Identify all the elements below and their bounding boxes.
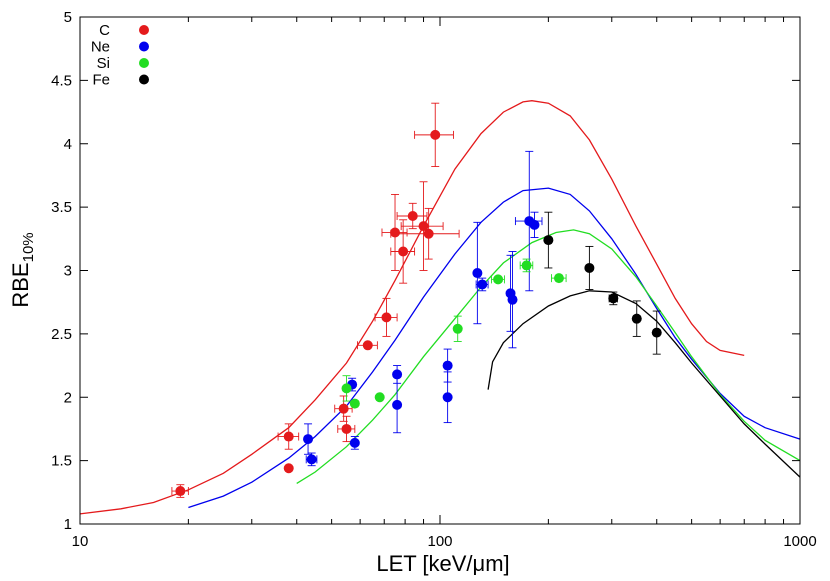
data-point-fe: [631, 313, 642, 324]
y-axis-label: RBE10%: [8, 232, 37, 307]
data-point-c: [418, 221, 429, 232]
y-tick-label: 3.5: [51, 199, 72, 216]
legend-label-fe: Fe: [92, 72, 110, 89]
legend-label-ne: Ne: [91, 39, 110, 56]
data-point-c: [283, 463, 294, 474]
data-point-c: [430, 129, 441, 140]
x-tick-label: 1000: [783, 533, 816, 550]
data-point-fe: [651, 327, 662, 338]
model-curve: [487, 290, 801, 478]
legend-label-c: C: [99, 22, 110, 39]
y-tick-label: 4.5: [51, 72, 72, 89]
model-curve: [188, 187, 801, 509]
legend-label-si: Si: [97, 55, 110, 72]
data-point-si: [349, 398, 360, 409]
data-point-fe: [543, 235, 554, 246]
data-point-ne: [477, 279, 488, 290]
data-point-ne: [529, 219, 540, 230]
y-axis-label-main: RBE: [8, 262, 33, 307]
data-point-si: [521, 260, 532, 271]
data-point-si: [341, 383, 352, 394]
data-point-ne: [507, 294, 518, 305]
data-point-ne: [472, 268, 483, 279]
x-tick-label: 100: [427, 533, 452, 550]
legend-marker-c: [139, 25, 149, 35]
data-point-ne: [392, 369, 403, 380]
legend-marker-fe: [139, 74, 149, 85]
data-point-ne: [392, 399, 403, 410]
legend-marker-ne: [139, 41, 149, 52]
error-bars: [171, 102, 661, 498]
x-axis-label: LET [keV/μm]: [376, 551, 509, 576]
data-point-c: [341, 423, 352, 434]
data-point-c: [381, 312, 392, 323]
data-point-c: [407, 210, 418, 221]
legend-marker-si: [139, 58, 149, 68]
data-point-c: [390, 227, 401, 238]
y-axis-label-subscript: 10%: [20, 232, 37, 262]
data-point-c: [398, 246, 409, 257]
data-point-c: [423, 228, 434, 239]
y-tick-label: 2: [64, 389, 72, 406]
data-point-ne: [303, 434, 314, 445]
y-tick-label: 5: [64, 9, 72, 26]
data-point-c: [362, 340, 373, 351]
y-tick-label: 4: [64, 136, 72, 153]
data-point-c: [338, 403, 349, 414]
y-tick-label: 3: [64, 263, 72, 280]
data-point-si: [374, 392, 385, 403]
data-point-si: [493, 274, 504, 285]
data-point-fe: [608, 293, 619, 304]
data-point-si: [553, 273, 564, 284]
data-point-c: [283, 431, 294, 442]
data-point-si: [452, 323, 463, 334]
data-point-ne: [349, 437, 360, 448]
data-point-ne: [442, 392, 453, 403]
axes: 1 1.5 2 2.5 3 3.5 4 4.5 5 10 100 1000: [51, 9, 817, 550]
model-curve: [296, 229, 801, 484]
data-point-ne: [306, 454, 317, 465]
y-tick-label: 1: [64, 516, 72, 533]
data-point-ne: [442, 360, 453, 371]
x-tick-label: 10: [72, 533, 89, 550]
y-tick-label: 1.5: [51, 453, 72, 470]
model-curves: [79, 100, 801, 515]
data-point-fe: [584, 262, 595, 273]
model-curve: [79, 100, 745, 515]
data-point-c: [175, 486, 186, 497]
data-points: [175, 129, 662, 497]
plot-frame: [79, 16, 801, 525]
y-tick-label: 2.5: [51, 326, 72, 343]
